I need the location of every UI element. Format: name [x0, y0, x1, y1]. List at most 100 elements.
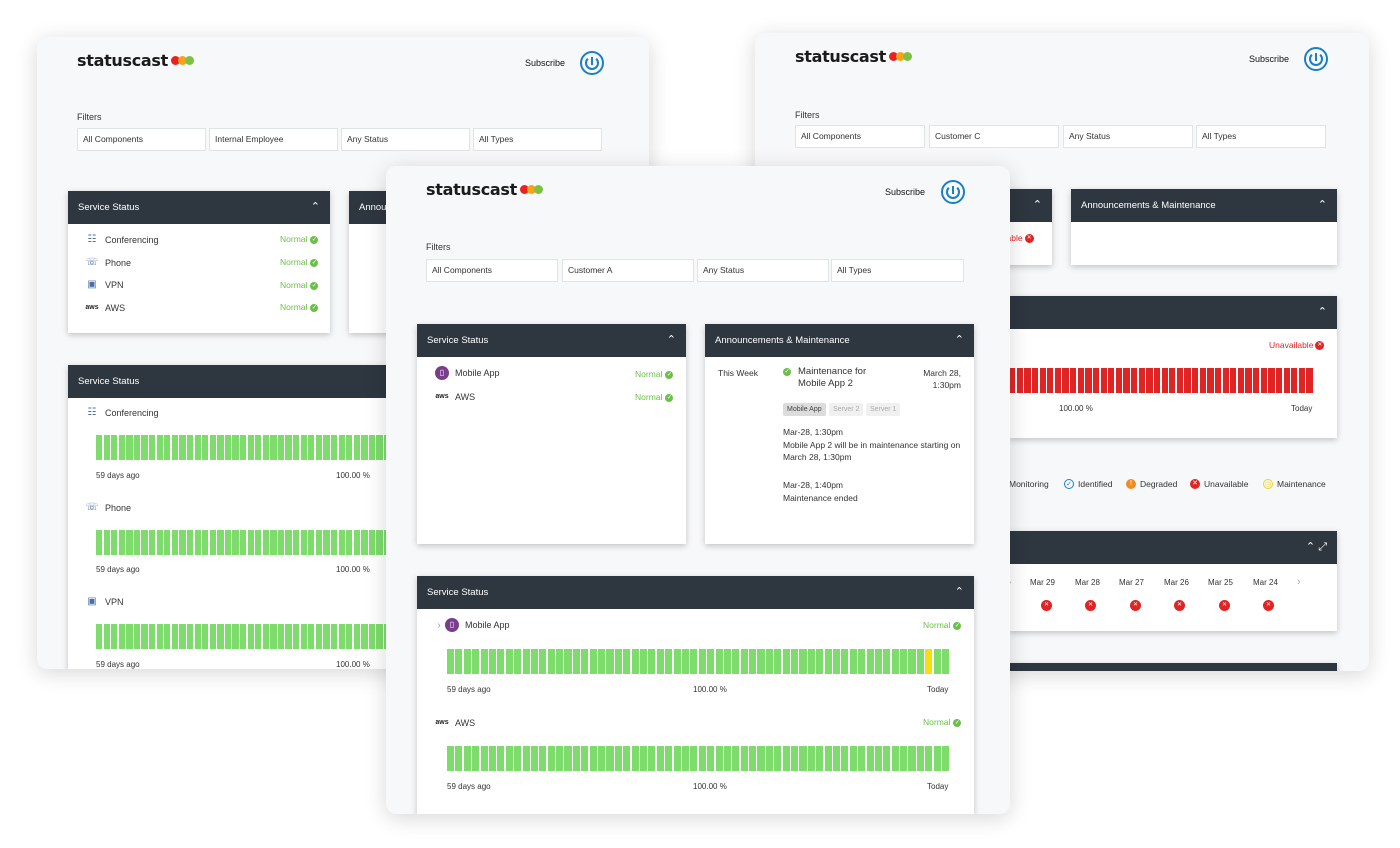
uptime-day-bar[interactable]	[1009, 368, 1016, 393]
uptime-day-bar[interactable]	[614, 649, 622, 674]
uptime-day-bar[interactable]	[1092, 368, 1100, 393]
uptime-day-bar[interactable]	[323, 624, 330, 649]
uptime-day-bar[interactable]	[141, 435, 148, 460]
uptime-day-bar[interactable]	[126, 624, 133, 649]
uptime-day-bar[interactable]	[149, 435, 156, 460]
statuscast-logo[interactable]: statuscast	[795, 47, 912, 66]
uptime-day-bar[interactable]	[141, 624, 148, 649]
uptime-day-bar[interactable]	[315, 435, 323, 460]
uptime-day-bar[interactable]	[346, 624, 353, 649]
filter-components[interactable]: All Components	[426, 259, 558, 282]
uptime-day-bar[interactable]	[194, 624, 201, 649]
subscribe-link[interactable]: Subscribe	[1249, 54, 1290, 64]
uptime-day-bar[interactable]	[1245, 368, 1252, 393]
uptime-day-bar[interactable]	[103, 624, 110, 649]
uptime-day-bar[interactable]	[514, 649, 522, 674]
uptime-day-bar[interactable]	[239, 530, 247, 555]
uptime-day-bar[interactable]	[300, 530, 307, 555]
uptime-day-bar[interactable]	[933, 746, 941, 771]
uptime-day-bar[interactable]	[463, 746, 471, 771]
uptime-day-bar[interactable]	[224, 530, 232, 555]
uptime-day-bar[interactable]	[623, 746, 631, 771]
panel-header[interactable]: Service Status ⌃	[68, 191, 330, 224]
uptime-day-bar[interactable]	[96, 530, 103, 555]
uptime-day-bar[interactable]	[368, 435, 376, 460]
uptime-day-bar[interactable]	[361, 435, 368, 460]
uptime-day-bar[interactable]	[133, 530, 141, 555]
uptime-day-bar[interactable]	[673, 746, 681, 771]
uptime-day-bar[interactable]	[849, 746, 857, 771]
uptime-day-bar[interactable]	[841, 649, 849, 674]
uptime-day-bar[interactable]	[179, 624, 186, 649]
uptime-day-bar[interactable]	[698, 649, 706, 674]
uptime-day-bar[interactable]	[270, 624, 277, 649]
uptime-day-bar[interactable]	[308, 435, 315, 460]
uptime-day-bar[interactable]	[255, 530, 262, 555]
uptime-day-bar[interactable]	[556, 649, 564, 674]
tag-mobile-app[interactable]: Mobile App	[783, 403, 826, 416]
uptime-day-bar[interactable]	[338, 435, 345, 460]
uptime-day-bar[interactable]	[270, 435, 277, 460]
uptime-day-bar[interactable]	[194, 530, 201, 555]
uptime-day-bar[interactable]	[849, 649, 857, 674]
uptime-day-bar[interactable]	[1291, 368, 1298, 393]
uptime-day-bar[interactable]	[111, 530, 118, 555]
uptime-day-bar[interactable]	[164, 624, 171, 649]
uptime-day-bar[interactable]	[224, 624, 232, 649]
uptime-day-bar[interactable]	[330, 530, 338, 555]
uptime-day-bar[interactable]	[547, 649, 555, 674]
uptime-day-bar[interactable]	[942, 649, 950, 674]
uptime-day-bar[interactable]	[277, 624, 285, 649]
uptime-day-bar[interactable]	[1169, 368, 1176, 393]
uptime-day-bar[interactable]	[186, 624, 194, 649]
uptime-day-bar[interactable]	[217, 530, 224, 555]
uptime-day-bar[interactable]	[217, 624, 224, 649]
uptime-day-bar[interactable]	[530, 649, 538, 674]
uptime-day-bar[interactable]	[277, 435, 285, 460]
uptime-day-bar[interactable]	[217, 435, 224, 460]
uptime-day-bar[interactable]	[255, 435, 262, 460]
uptime-day-bar[interactable]	[96, 435, 103, 460]
collapse-icon[interactable]: ⌃	[1032, 199, 1042, 211]
uptime-day-bar[interactable]	[522, 649, 530, 674]
collapse-expand-icon[interactable]: ⌃ ⤢	[1305, 541, 1327, 553]
uptime-day-bar[interactable]	[1230, 368, 1237, 393]
uptime-day-bar[interactable]	[247, 624, 254, 649]
uptime-day-bar[interactable]	[874, 649, 883, 674]
uptime-day-bar[interactable]	[648, 746, 656, 771]
uptime-day-bar[interactable]	[639, 746, 648, 771]
uptime-day-bar[interactable]	[1131, 368, 1138, 393]
uptime-day-bar[interactable]	[1115, 368, 1123, 393]
uptime-day-bar[interactable]	[816, 649, 824, 674]
filter-audience[interactable]: Internal Employee	[209, 128, 338, 151]
uptime-day-bar[interactable]	[891, 746, 899, 771]
calendar-next-icon[interactable]: ›	[1297, 576, 1301, 588]
uptime-day-bar[interactable]	[338, 624, 345, 649]
uptime-day-bar[interactable]	[832, 649, 841, 674]
uptime-day-bar[interactable]	[505, 649, 513, 674]
uptime-day-bar[interactable]	[589, 746, 597, 771]
uptime-day-bar[interactable]	[874, 746, 883, 771]
filter-types[interactable]: All Types	[1196, 125, 1326, 148]
uptime-day-bar[interactable]	[293, 624, 300, 649]
history-item-label[interactable]: aws AWS	[435, 717, 476, 728]
uptime-day-bar[interactable]	[103, 435, 110, 460]
uptime-day-bar[interactable]	[447, 746, 455, 771]
uptime-day-bar[interactable]	[209, 624, 216, 649]
uptime-day-bar[interactable]	[262, 624, 269, 649]
uptime-day-bar[interactable]	[681, 746, 690, 771]
uptime-day-bar[interactable]	[916, 746, 924, 771]
uptime-day-bar[interactable]	[539, 649, 547, 674]
uptime-day-bar[interactable]	[209, 530, 216, 555]
uptime-day-bar[interactable]	[1123, 368, 1130, 393]
uptime-day-bar[interactable]	[239, 624, 247, 649]
uptime-day-bar[interactable]	[239, 435, 247, 460]
subscribe-link[interactable]: Subscribe	[885, 187, 926, 197]
uptime-day-bar[interactable]	[564, 649, 572, 674]
uptime-day-bar[interactable]	[732, 649, 740, 674]
uptime-day-bar[interactable]	[1085, 368, 1092, 393]
uptime-day-bar[interactable]	[179, 530, 186, 555]
uptime-day-bar[interactable]	[572, 746, 580, 771]
uptime-day-bar[interactable]	[300, 435, 307, 460]
uptime-day-bar[interactable]	[247, 530, 254, 555]
